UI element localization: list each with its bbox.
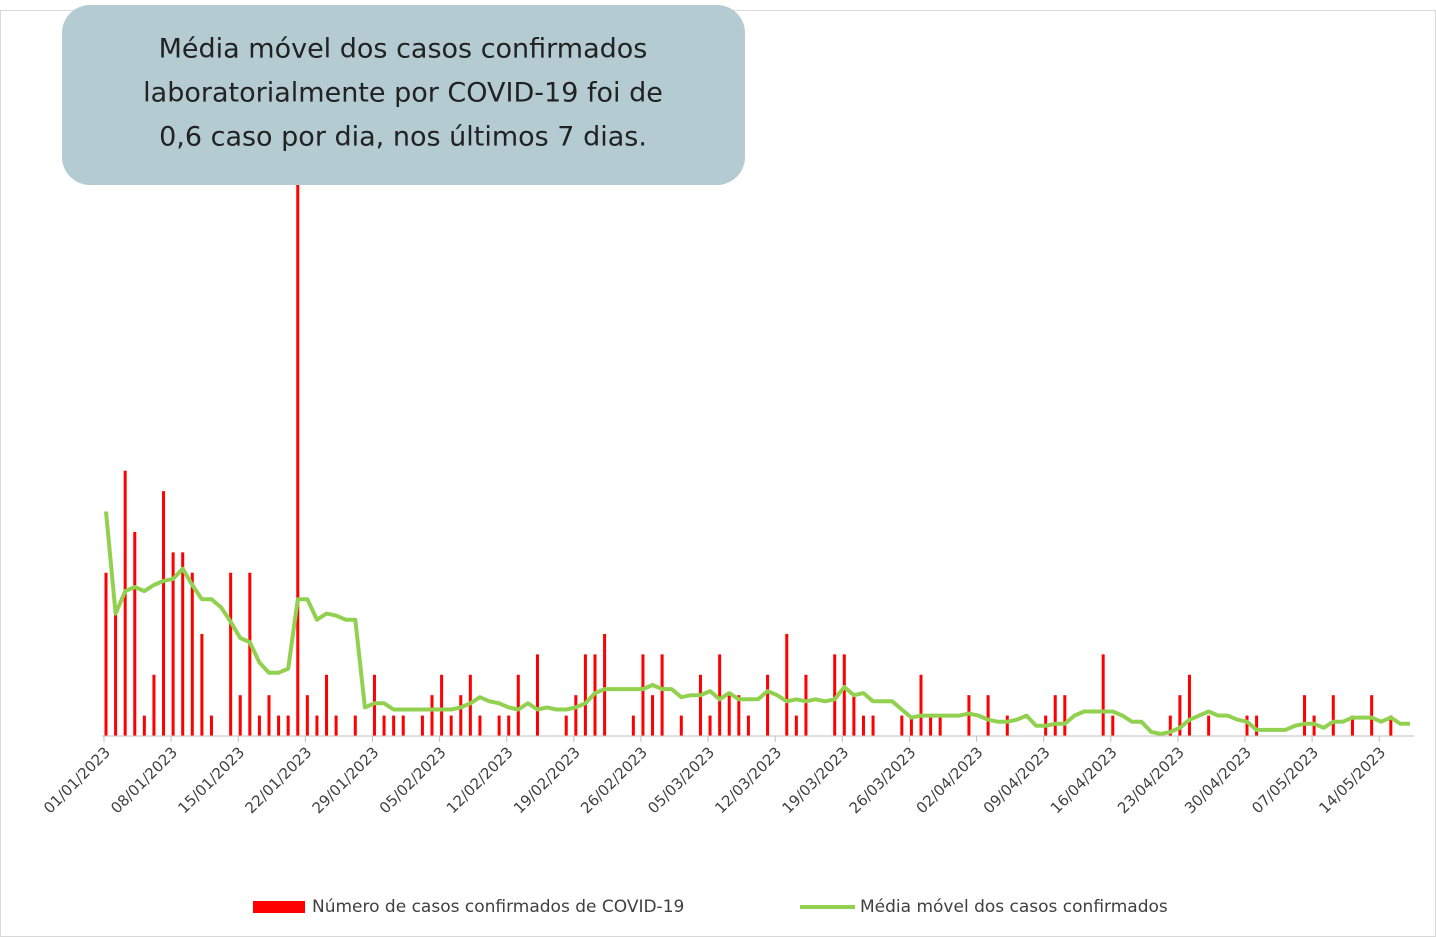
bar <box>152 674 156 736</box>
annotation-line: 0,6 caso por dia, nos últimos 7 dias. <box>159 122 647 153</box>
bar <box>449 715 453 736</box>
bar <box>382 715 386 736</box>
bar <box>746 715 750 736</box>
bar <box>804 674 808 736</box>
annotation-box <box>62 5 745 185</box>
bar <box>459 695 463 736</box>
bar <box>315 715 319 736</box>
bar <box>929 715 933 736</box>
bar <box>1370 695 1374 736</box>
bar <box>679 715 683 736</box>
bar <box>171 552 175 736</box>
bar <box>1053 695 1057 736</box>
legend-label: Média móvel dos casos confirmados <box>860 897 1168 917</box>
bar <box>353 715 357 736</box>
bar <box>1005 715 1009 736</box>
bar <box>238 695 242 736</box>
bar <box>497 715 501 736</box>
bar <box>162 491 166 736</box>
bar <box>794 715 798 736</box>
bar <box>583 654 587 736</box>
bar <box>420 715 424 736</box>
bar <box>660 654 664 736</box>
bar <box>766 674 770 736</box>
legend-label: Número de casos confirmados de COVID-19 <box>312 897 684 917</box>
bar <box>833 654 837 736</box>
bar <box>507 715 511 736</box>
bar <box>430 695 434 736</box>
bar <box>535 654 539 736</box>
legend-swatch <box>253 901 305 913</box>
bar <box>737 695 741 736</box>
bar <box>1389 715 1393 736</box>
bar <box>574 695 578 736</box>
bar <box>1303 695 1307 736</box>
bar <box>1255 715 1259 736</box>
bar <box>938 715 942 736</box>
bar <box>209 715 213 736</box>
bar <box>785 633 789 736</box>
bar <box>478 715 482 736</box>
bar <box>286 715 290 736</box>
bar <box>1111 715 1115 736</box>
bar <box>564 715 568 736</box>
bar <box>516 674 520 736</box>
bar <box>909 715 913 736</box>
bar <box>852 695 856 736</box>
bar <box>190 572 194 736</box>
bar <box>257 715 261 736</box>
bar <box>440 674 444 736</box>
bar <box>1187 674 1191 736</box>
bar <box>305 695 309 736</box>
bar <box>277 715 281 736</box>
bar <box>392 715 396 736</box>
bar <box>861 715 865 736</box>
bar <box>114 613 118 736</box>
bar <box>986 695 990 736</box>
bar <box>1245 715 1249 736</box>
annotation-line: Média móvel dos casos confirmados <box>159 34 648 65</box>
bar <box>900 715 904 736</box>
bar <box>142 715 146 736</box>
bar <box>248 572 252 736</box>
bar <box>727 695 731 736</box>
bar <box>631 715 635 736</box>
bar <box>1350 715 1354 736</box>
bar <box>1178 695 1182 736</box>
annotation-line: laboratorialmente por COVID-19 foi de <box>143 78 663 109</box>
bar <box>267 695 271 736</box>
bar <box>708 715 712 736</box>
bar <box>296 185 300 736</box>
bar <box>401 715 405 736</box>
bar <box>1207 715 1211 736</box>
bar <box>123 470 127 736</box>
bar <box>919 674 923 736</box>
bar <box>651 695 655 736</box>
bar <box>104 572 108 736</box>
bar <box>1101 654 1105 736</box>
bar <box>181 552 185 736</box>
bar <box>1331 695 1335 736</box>
bar <box>698 674 702 736</box>
bar <box>200 633 204 736</box>
bar <box>229 572 233 736</box>
bar <box>334 715 338 736</box>
bar <box>133 531 137 736</box>
bar <box>1063 695 1067 736</box>
bar <box>842 654 846 736</box>
bar <box>871 715 875 736</box>
bar <box>718 654 722 736</box>
bar <box>1168 715 1172 736</box>
bar <box>641 654 645 736</box>
bar <box>325 674 329 736</box>
line <box>104 511 1410 736</box>
bar <box>603 633 607 736</box>
